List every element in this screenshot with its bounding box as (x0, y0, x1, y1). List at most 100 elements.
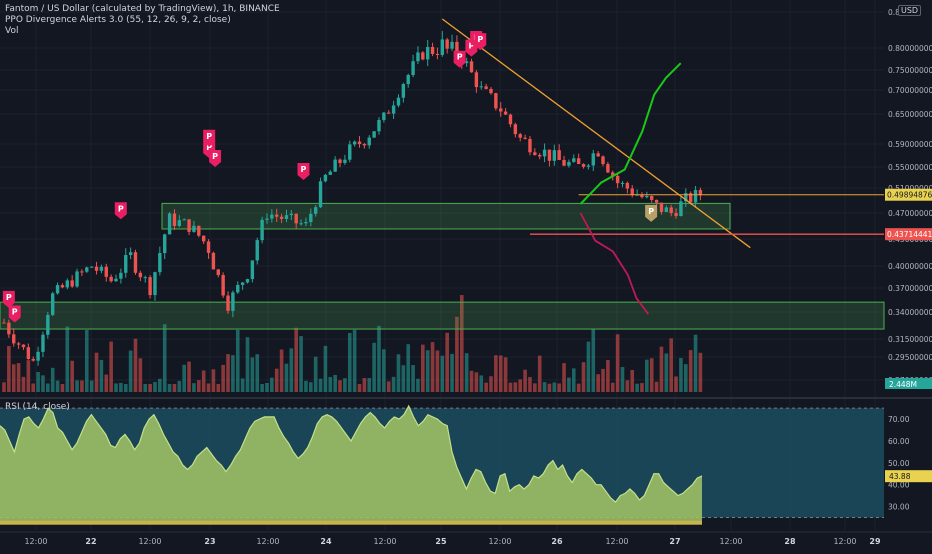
volume-bar (528, 377, 532, 392)
candle-body (596, 153, 600, 157)
volume-series (2, 295, 703, 392)
candle-body (688, 193, 693, 203)
candle-body (538, 155, 542, 157)
volume-bar (552, 382, 557, 392)
volume-bar (138, 358, 143, 392)
time-tick-label: 24 (320, 537, 332, 546)
volume-bar (474, 372, 479, 392)
volume-bar (455, 316, 459, 392)
volume-bar (21, 376, 26, 392)
candle-body (528, 138, 532, 153)
pivot-marker-label: P (457, 53, 463, 62)
rsi-last-tag: 43.88 (889, 472, 911, 481)
volume-bar (123, 383, 128, 392)
candle-body (464, 61, 469, 64)
candle-body (143, 277, 147, 279)
candle-body (328, 171, 332, 175)
volume-bar (279, 349, 284, 392)
volume-bar (377, 325, 381, 392)
volume-bar (391, 376, 396, 392)
pivot-marker-label: P (648, 207, 654, 216)
volume-bar (55, 380, 60, 392)
candle-body (669, 207, 673, 214)
candle-body (352, 141, 357, 145)
volume-bar (11, 364, 16, 392)
price-tick-label: 0.55000000 (888, 163, 932, 172)
rsi-area (0, 406, 702, 524)
candle-body (625, 182, 630, 189)
candle-body (430, 46, 435, 54)
price-tick-label: 0.31500000 (888, 335, 932, 344)
volume-tag-bg (885, 378, 932, 389)
candle-body (309, 213, 313, 223)
pivot-marker-shape (474, 33, 487, 51)
candle-body (133, 252, 138, 273)
volume-bar (542, 382, 547, 392)
volume-bar (367, 378, 372, 392)
candle-body (455, 41, 459, 58)
candle-body (284, 215, 289, 219)
rsi-tick-label: 50.00 (888, 459, 910, 468)
candle-body (240, 282, 245, 285)
pivot-marker-label: P (301, 165, 307, 174)
currency-badge[interactable]: USD (898, 5, 922, 16)
candle-body (333, 159, 337, 172)
candle-body (611, 172, 615, 176)
candle-body (479, 86, 483, 88)
price-tick-label: 0.85 (888, 8, 905, 17)
volume-bar (684, 364, 688, 392)
candle-body (606, 164, 610, 173)
candle-body (128, 252, 133, 256)
candle-body (70, 280, 74, 287)
volume-bar (226, 354, 230, 392)
volume-bar (304, 380, 308, 392)
candle-body (382, 112, 386, 120)
current-price-tag-bg (885, 188, 932, 201)
time-tick-label: 12:00 (719, 537, 742, 546)
candle-body (645, 195, 649, 198)
volume-bar (489, 376, 493, 392)
volume-bar (84, 329, 89, 392)
volume-bar (625, 380, 630, 392)
candle-body (94, 266, 99, 271)
volume-bar (255, 354, 260, 392)
time-tick-label: 25 (435, 537, 447, 546)
pivot-marker-shape (114, 202, 127, 220)
volume-bar (416, 378, 420, 392)
volume-bar (372, 342, 376, 392)
volume-bar (494, 355, 498, 392)
candle-body (80, 271, 84, 273)
rsi-tick-label: 60.00 (888, 437, 910, 446)
volume-bar (435, 350, 440, 392)
rsi-title: RSI (14, close) (5, 402, 70, 412)
time-tick-label: 12:00 (138, 537, 161, 546)
candle-body (275, 214, 279, 217)
volume-bar (221, 364, 225, 392)
chart-legend: Fantom / US Dollar (calculated by Tradin… (5, 4, 280, 37)
volume-bar (362, 378, 367, 392)
volume-bar (343, 378, 347, 392)
rsi-tick-label: 40.00 (888, 481, 910, 490)
candle-body (197, 225, 201, 236)
candle-body (36, 351, 40, 361)
candle-body (567, 161, 571, 166)
rsi-last-tag-bg (885, 470, 932, 483)
volume-bar (162, 324, 167, 392)
time-tick-label: 12:00 (488, 537, 511, 546)
candle-body (518, 134, 522, 138)
volume-bar (396, 354, 401, 392)
pivot-marker-label: P (477, 35, 483, 44)
volume-bar (328, 377, 333, 392)
pivot-marker-shape (453, 50, 466, 68)
candle-body (357, 141, 362, 144)
volume-bar (649, 358, 654, 392)
candle-body (124, 255, 128, 273)
volume-bar (250, 357, 255, 392)
candle-body (684, 193, 688, 202)
candle-body (65, 280, 70, 288)
pivot-marker-shape (2, 290, 15, 308)
volume-bar (640, 383, 644, 392)
price-tick-label: 0.34000000 (888, 308, 932, 317)
price-tick-label: 0.40000000 (888, 262, 932, 271)
price-tick-label: 0.47000000 (888, 209, 932, 218)
